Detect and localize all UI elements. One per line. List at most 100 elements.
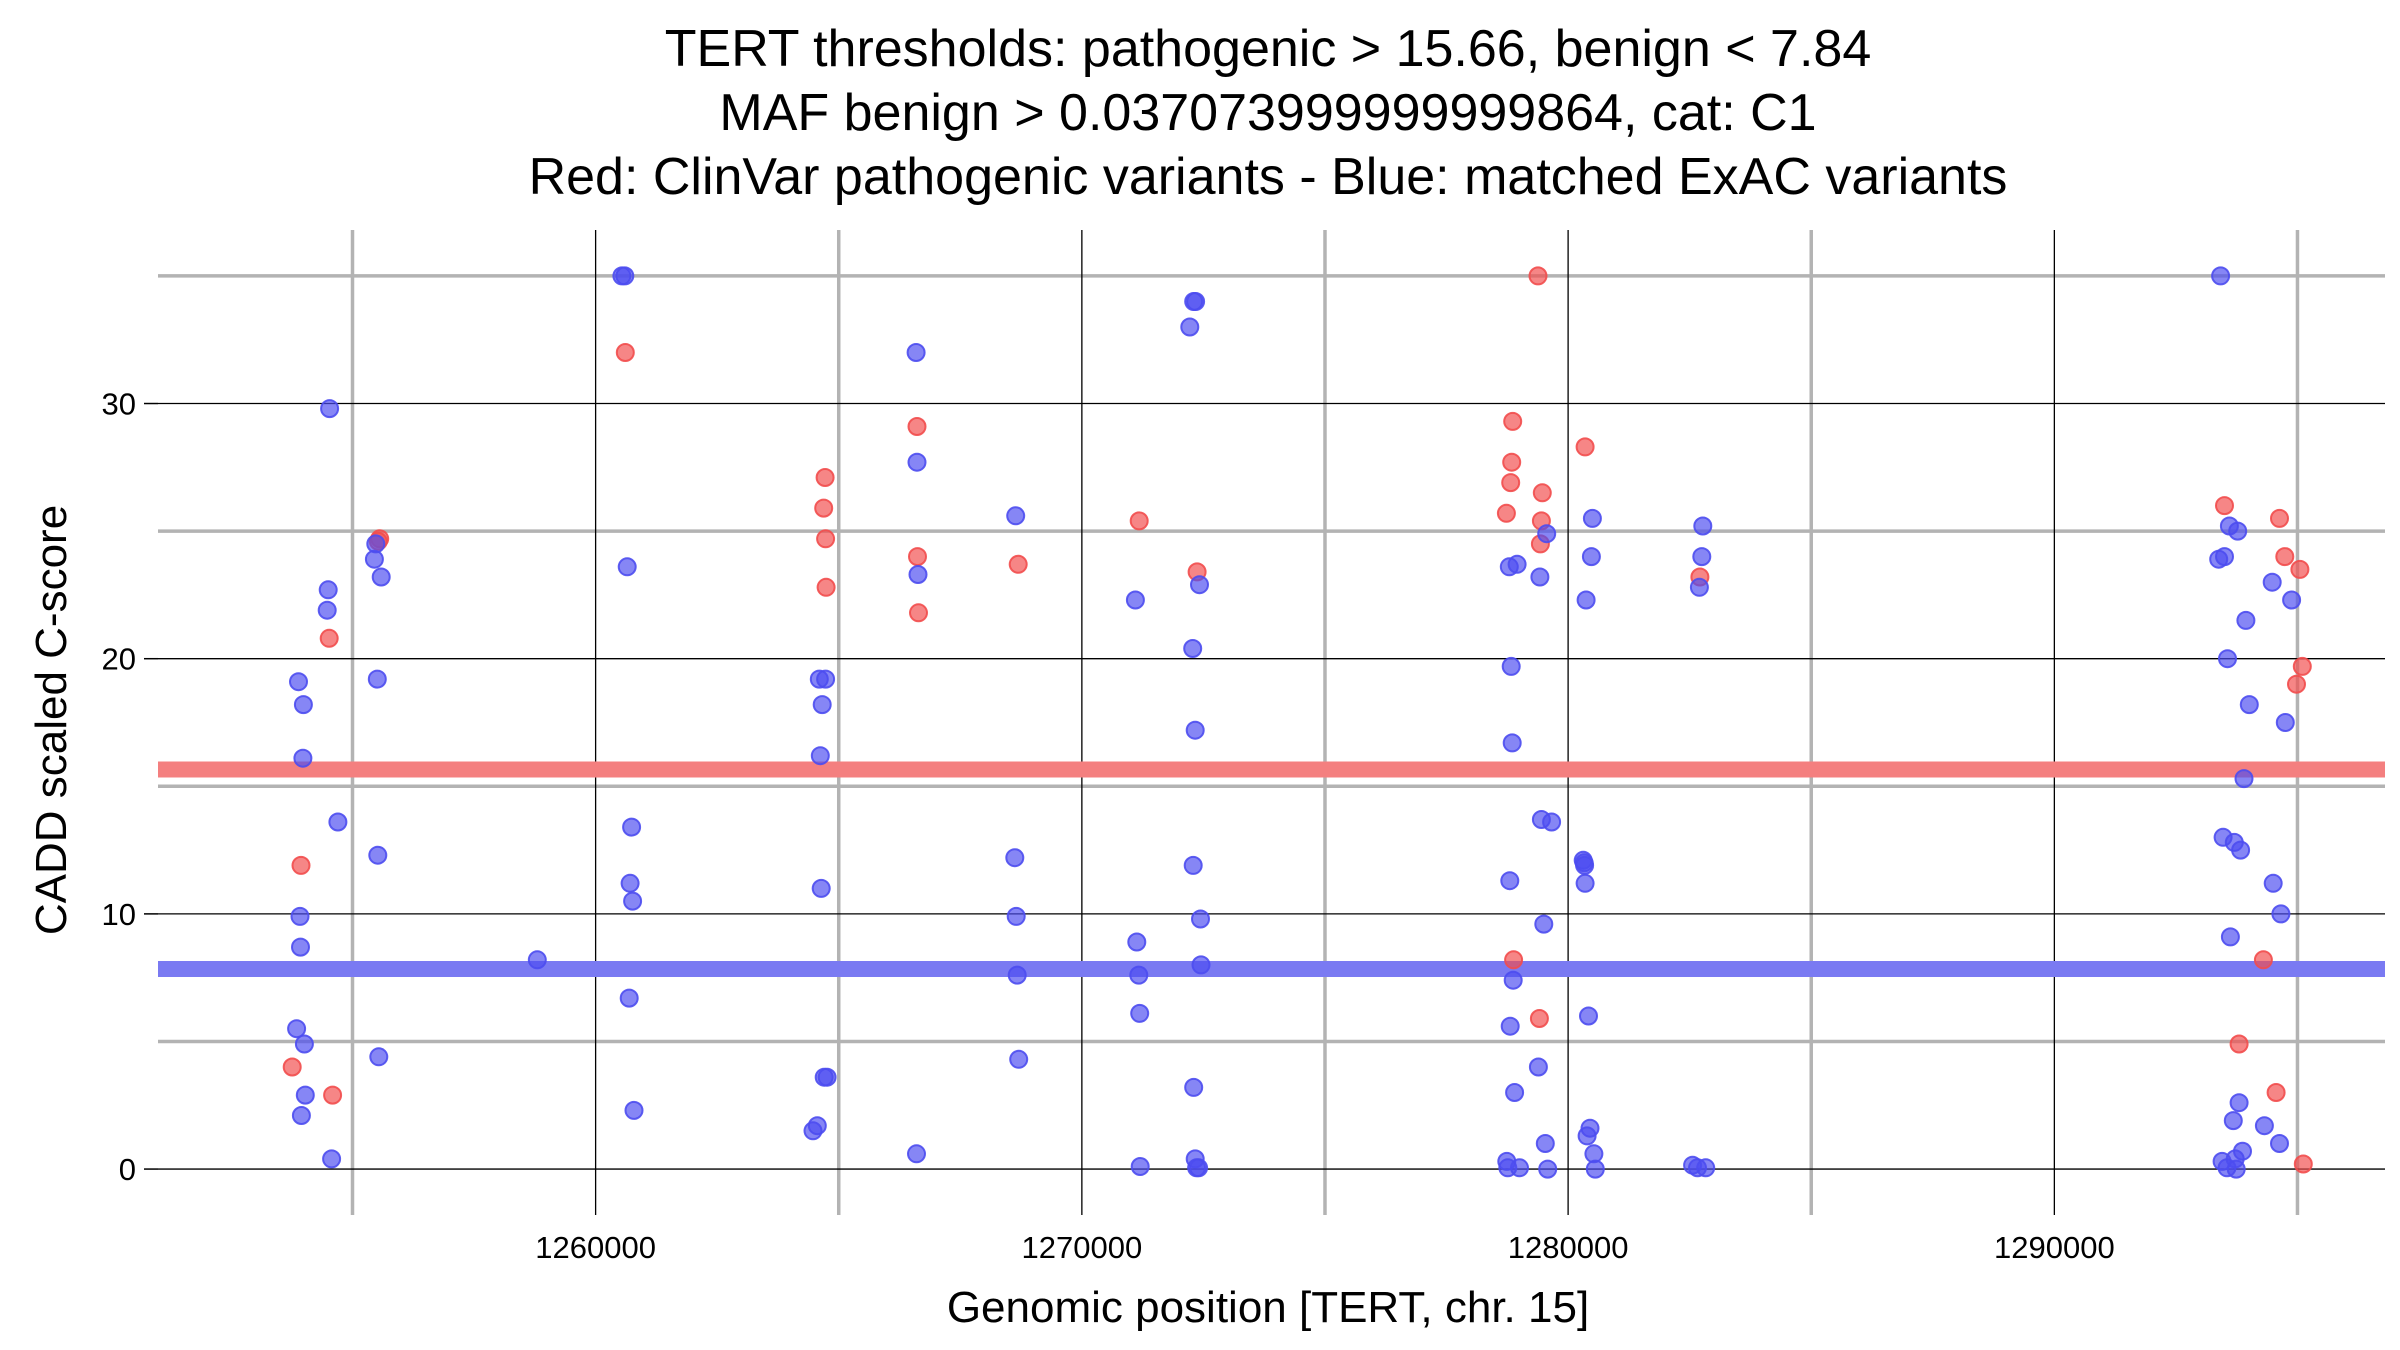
exac-variant-point: [367, 669, 387, 689]
clinvar-pathogenic-point: [1532, 483, 1552, 503]
exac-variant-point: [1191, 955, 1211, 975]
exac-variant-point: [1125, 590, 1145, 610]
exac-variant-point: [1186, 292, 1206, 311]
exac-variant-point: [527, 950, 547, 970]
exac-variant-point: [623, 891, 643, 911]
y-axis-ticks: 0 10 20 30: [102, 387, 158, 1187]
clinvar-pathogenic-point: [1575, 437, 1595, 457]
clinvar-pathogenic-point: [2229, 1034, 2249, 1054]
clinvar-pathogenic-point: [2275, 547, 2295, 567]
exac-variant-point: [1184, 1077, 1204, 1097]
exac-variant-point: [1585, 1159, 1605, 1179]
title-line-1: TERT thresholds: pathogenic > 15.66, ben…: [665, 20, 1872, 78]
exac-variant-point: [1535, 1134, 1555, 1153]
exac-variant-point: [1183, 639, 1203, 658]
clinvar-pathogenic-point: [319, 628, 339, 648]
y-tick-label: 20: [102, 642, 136, 677]
exac-variant-point: [291, 1106, 311, 1125]
clinvar-pathogenic-point: [2287, 674, 2306, 694]
clinvar-pathogenic-point: [1504, 950, 1524, 970]
exac-variant-point: [2239, 695, 2259, 715]
clinvar-pathogenic-point: [908, 547, 927, 567]
exac-variant-point: [294, 1034, 314, 1054]
exac-variant-point: [1505, 1083, 1525, 1102]
y-tick-label: 0: [119, 1152, 136, 1187]
clinvar-pathogenic-point: [907, 417, 927, 436]
title-line-2: MAF benign > 0.037073999999999864, cat: …: [719, 84, 1816, 142]
clinvar-pathogenic-point: [1528, 266, 1548, 286]
y-tick-label: 30: [102, 387, 136, 422]
exac-variant-point: [1500, 1016, 1520, 1036]
exac-variant-point: [817, 1067, 837, 1087]
exac-variant-point: [811, 878, 831, 898]
exac-variant-point: [1189, 1158, 1209, 1178]
chart-title: TERT thresholds: pathogenic > 15.66, ben…: [529, 20, 2008, 206]
clinvar-pathogenic-point: [1496, 503, 1516, 523]
exac-variant-point: [908, 565, 928, 584]
exac-variant-point: [2234, 769, 2254, 789]
clinvar-pathogenic-point: [1008, 554, 1028, 574]
x-tick-label: 1280000: [1508, 1230, 1629, 1265]
exac-variant-point: [1692, 547, 1712, 567]
clinvar-pathogenic-point: [1529, 1009, 1549, 1028]
exac-variant-point: [2223, 1111, 2243, 1131]
exac-variant-point: [2211, 266, 2231, 286]
clinvar-pathogenic-point: [1503, 411, 1523, 431]
exac-variant-point: [320, 399, 340, 419]
x-axis-label: Genomic position [TERT, chr. 15]: [947, 1283, 1589, 1332]
exac-variant-point: [291, 937, 310, 957]
exac-variant-point: [2218, 649, 2237, 669]
exac-variant-point: [1501, 656, 1521, 676]
clinvar-pathogenic-point: [816, 577, 836, 597]
clinvar-pathogenic-point: [1501, 473, 1521, 493]
exac-variant-point: [1534, 914, 1554, 934]
exac-variant-point: [1510, 1158, 1529, 1178]
exac-variant-point: [2226, 1159, 2246, 1179]
exac-variant-point: [2271, 904, 2291, 924]
exac-variant-point: [287, 1019, 307, 1039]
exac-variant-point: [1130, 1157, 1150, 1176]
exac-variant-point: [1575, 873, 1595, 893]
exac-variant-point: [1580, 1118, 1600, 1138]
exac-variant-point: [1693, 516, 1713, 536]
y-axis-label: CADD scaled C-score: [27, 505, 76, 935]
exac-variant-point: [318, 580, 338, 600]
exac-variant-point: [1582, 508, 1602, 528]
exac-variant-point: [906, 343, 926, 362]
exac-variant-point: [2275, 713, 2295, 732]
clinvar-pathogenic-point: [291, 855, 311, 875]
exac-variant-point: [290, 906, 310, 926]
exac-variant-point: [1191, 909, 1210, 929]
exac-variant-point: [1542, 812, 1562, 832]
exac-variant-point: [1127, 932, 1147, 952]
exac-variant-point: [371, 567, 391, 587]
major-gridlines: [158, 230, 2385, 1215]
y-tick-label: 10: [102, 897, 136, 932]
exac-variant-point: [2233, 1141, 2252, 1161]
exac-variant-point: [1528, 1057, 1548, 1077]
exac-variant-point: [2262, 572, 2282, 592]
exac-variant-point: [1579, 1006, 1598, 1026]
exac-variant-point: [2231, 840, 2251, 860]
exac-variant-point: [816, 669, 836, 689]
clinvar-pathogenic-point: [615, 343, 635, 362]
x-axis-ticks: 1260000 1270000 1280000 1290000: [535, 1230, 2114, 1265]
exac-variant-point: [368, 845, 388, 865]
exac-variant-point: [812, 695, 832, 715]
exac-variant-point: [317, 600, 337, 620]
x-tick-label: 1260000: [535, 1230, 656, 1265]
minor-gridlines: [158, 230, 2385, 1215]
exac-variant-point: [1006, 906, 1026, 926]
exac-variant-point: [1689, 577, 1709, 597]
x-tick-label: 1290000: [1994, 1230, 2115, 1265]
exac-variant-point: [1005, 848, 1025, 868]
exac-variant-point: [1185, 720, 1205, 740]
clinvar-pathogenic-point: [2293, 1154, 2313, 1174]
x-tick-label: 1270000: [1022, 1230, 1143, 1265]
exac-variant-point: [622, 817, 642, 837]
title-line-3: Red: ClinVar pathogenic variants - Blue:…: [529, 148, 2008, 206]
exac-variant-point: [293, 695, 313, 715]
exac-variant-point: [1575, 855, 1595, 875]
exac-variant-point: [328, 812, 348, 832]
exac-variant-point: [1009, 1049, 1029, 1069]
